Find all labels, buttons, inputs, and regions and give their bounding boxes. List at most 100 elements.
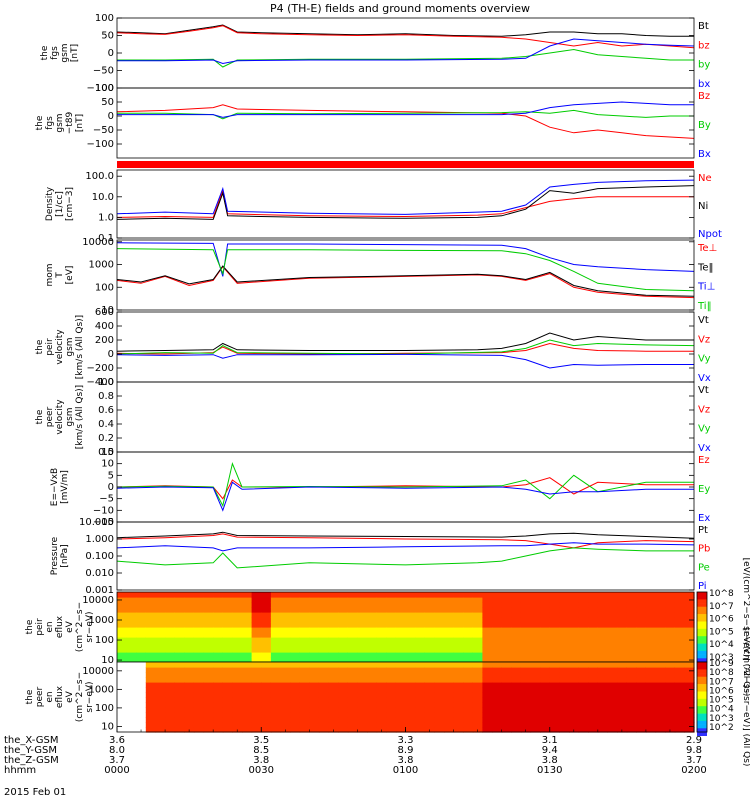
spectrogram-cell bbox=[588, 702, 599, 708]
spectrogram-cell bbox=[559, 612, 570, 618]
spectrogram-cell bbox=[145, 622, 156, 628]
spectrogram-cell bbox=[165, 622, 176, 628]
y-axis-label-line: [km/s (All Qs)] bbox=[75, 315, 85, 379]
spectrogram-cell bbox=[444, 662, 455, 668]
spectrogram-cell bbox=[492, 722, 503, 728]
spectrogram-cell bbox=[655, 692, 666, 698]
spectrogram-cell bbox=[328, 707, 339, 713]
colorbar-step bbox=[697, 658, 707, 663]
spectrogram-cell bbox=[607, 697, 618, 703]
spectrogram-cell bbox=[184, 712, 195, 718]
spectrogram-cell bbox=[270, 592, 282, 598]
spectrogram-cell bbox=[193, 652, 205, 658]
spectrogram-cell bbox=[261, 602, 272, 608]
spectrogram-cell bbox=[203, 667, 214, 673]
spectrogram-cell bbox=[453, 682, 464, 688]
spectrogram-cell bbox=[117, 592, 128, 598]
spectrogram-cell bbox=[549, 702, 560, 708]
spectrogram-cell bbox=[184, 612, 195, 618]
y-tick-label: 0.100 bbox=[85, 551, 114, 562]
spectrogram-cell bbox=[213, 647, 224, 653]
spectrogram-cell bbox=[357, 622, 368, 628]
spectrogram-cell bbox=[347, 637, 358, 643]
spectrogram-cell bbox=[117, 657, 128, 663]
spectrogram-cell bbox=[549, 672, 560, 678]
spectrogram-cell bbox=[645, 677, 657, 683]
spectrogram-cell bbox=[578, 667, 589, 673]
spectrogram-cell bbox=[203, 602, 214, 608]
spectrogram-cell bbox=[376, 697, 387, 703]
spectrogram-cell bbox=[588, 632, 599, 638]
y-axis-label-fgs_gsm_t89: the fgs gsm −t89 [nT] bbox=[35, 111, 85, 134]
spectrogram-cell bbox=[530, 607, 541, 613]
spectrogram-cell bbox=[520, 712, 532, 718]
y-tick-label: 100 bbox=[95, 13, 114, 24]
spectrogram-cell bbox=[232, 622, 243, 628]
spectrogram-cell bbox=[578, 607, 589, 613]
spectrogram-cell bbox=[328, 727, 339, 733]
spectrogram-cell bbox=[290, 712, 301, 718]
spectrogram-cell bbox=[578, 657, 589, 663]
series-line-pressure-2 bbox=[116, 547, 694, 569]
spectrogram-cell bbox=[472, 682, 483, 688]
spectrogram-cell bbox=[482, 707, 493, 713]
spectrogram-cell bbox=[222, 642, 233, 648]
series-line-efield-1 bbox=[116, 462, 694, 508]
spectrogram-cell bbox=[155, 717, 166, 723]
spectrogram-cell bbox=[607, 602, 618, 608]
spectrogram-cell bbox=[155, 647, 166, 653]
spectrogram-cell bbox=[453, 657, 464, 663]
x-tick-label: 0100 bbox=[393, 765, 418, 776]
spectrogram-cell bbox=[453, 707, 464, 713]
spectrogram-cell bbox=[184, 622, 195, 628]
spectrogram-cell bbox=[117, 682, 128, 688]
spectrogram-cell bbox=[280, 677, 291, 683]
spectrogram-cell bbox=[511, 707, 522, 713]
spectrogram-cell bbox=[193, 647, 205, 653]
spectrogram-cell bbox=[645, 592, 657, 598]
spectrogram-cell bbox=[530, 727, 541, 733]
spectrogram-cell bbox=[626, 722, 637, 728]
y-axis-label-peer_eflux: the peer en eflux eV (cm^2−s− sr−eV) bbox=[25, 672, 95, 722]
spectrogram-cell bbox=[251, 612, 262, 618]
spectrogram-cell bbox=[501, 652, 512, 658]
spectrogram-cell bbox=[155, 617, 166, 623]
spectrogram-cell bbox=[174, 717, 185, 723]
spectrogram-cell bbox=[665, 622, 676, 628]
spectrogram-cell bbox=[299, 662, 310, 668]
spectrogram-cell bbox=[193, 682, 205, 688]
spectrogram-cell bbox=[367, 627, 378, 633]
y-axis-label-line: the bbox=[35, 409, 45, 424]
spectrogram-cell bbox=[482, 722, 493, 728]
spectrogram-cell bbox=[520, 722, 532, 728]
spectrogram-cell bbox=[530, 682, 541, 688]
spectrogram-cell bbox=[126, 712, 137, 718]
spectrogram-cell bbox=[626, 637, 637, 643]
spectrogram-cell bbox=[213, 707, 224, 713]
spectrogram-cell bbox=[520, 702, 532, 708]
spectrogram-cell bbox=[395, 642, 407, 648]
spectrogram-cell bbox=[626, 617, 637, 623]
spectrogram-cell bbox=[463, 672, 474, 678]
spectrogram-cell bbox=[126, 602, 137, 608]
spectrogram-cell bbox=[184, 602, 195, 608]
spectrogram-cell bbox=[386, 637, 397, 643]
spectrogram-cell bbox=[347, 597, 358, 603]
spectrogram-cell bbox=[578, 702, 589, 708]
spectrogram-cell bbox=[165, 722, 176, 728]
spectrogram-cell bbox=[174, 602, 185, 608]
spectrogram-cell bbox=[405, 647, 416, 653]
spectrogram-cell bbox=[588, 602, 599, 608]
spectrogram-cell bbox=[501, 722, 512, 728]
spectrogram-cell bbox=[357, 652, 368, 658]
spectrogram-cell bbox=[424, 647, 435, 653]
spectrogram-cell bbox=[453, 637, 464, 643]
spectrogram-cell bbox=[549, 597, 560, 603]
y-axis-label-fgs_gsm: the fgs gsm [nT] bbox=[40, 43, 80, 62]
spectrogram-cell bbox=[280, 622, 291, 628]
spectrogram-cell bbox=[242, 692, 253, 698]
spectrogram-cell bbox=[674, 637, 685, 643]
legend-entry: Vx bbox=[698, 373, 711, 384]
spectrogram-cell bbox=[482, 657, 493, 663]
